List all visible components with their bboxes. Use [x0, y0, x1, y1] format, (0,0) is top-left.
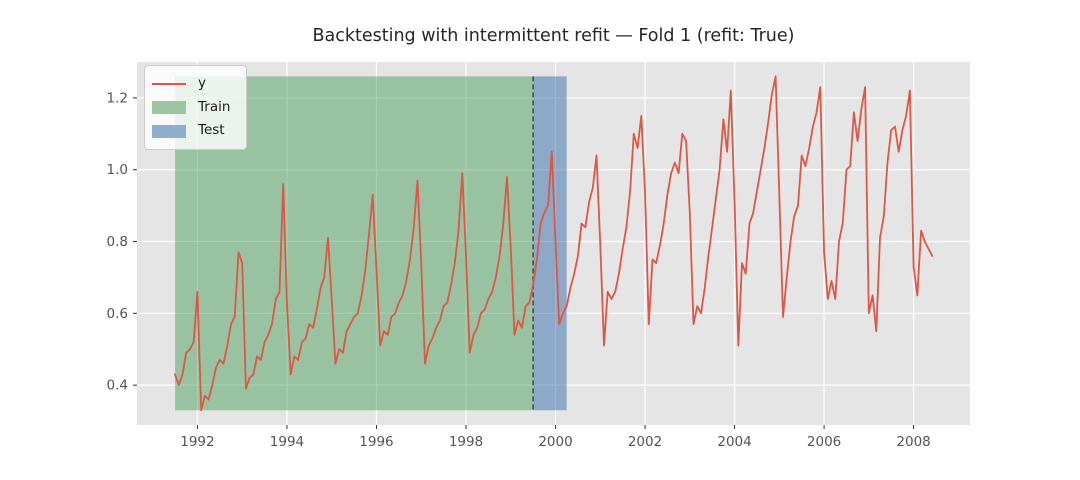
legend-label-train: Train	[198, 98, 231, 115]
x-tick-label: 2000	[538, 434, 572, 450]
chart-title: Backtesting with intermittent refit — Fo…	[312, 26, 795, 46]
test-patch-swatch	[152, 124, 186, 138]
y-tick-label: 0.8	[107, 234, 128, 250]
train-patch-swatch	[152, 101, 186, 114]
y-tick-label: 1.0	[107, 162, 128, 178]
legend-entry-train: Train	[152, 96, 238, 120]
x-tick-label: 1998	[449, 434, 483, 450]
x-tick-label: 1992	[180, 434, 214, 450]
legend-label-test: Test	[198, 122, 225, 139]
x-tick-label: 2002	[628, 434, 662, 450]
legend-label-y: y	[198, 75, 206, 92]
series-line-swatch	[152, 82, 186, 85]
series-line-y	[174, 75, 934, 412]
legend: y Train Test	[144, 65, 247, 150]
y-tick-label: 0.4	[107, 378, 128, 394]
y-tick-label: 0.6	[107, 306, 128, 322]
legend-entry-test: Test	[152, 119, 238, 143]
x-tick-label: 1996	[359, 434, 393, 450]
y-tick-label: 1.2	[107, 90, 128, 106]
legend-entry-y: y	[152, 72, 238, 96]
x-tick-label: 2008	[896, 434, 930, 450]
x-tick-label: 1994	[270, 434, 304, 450]
x-tick-label: 2004	[717, 434, 751, 450]
x-tick-label: 2006	[807, 434, 841, 450]
